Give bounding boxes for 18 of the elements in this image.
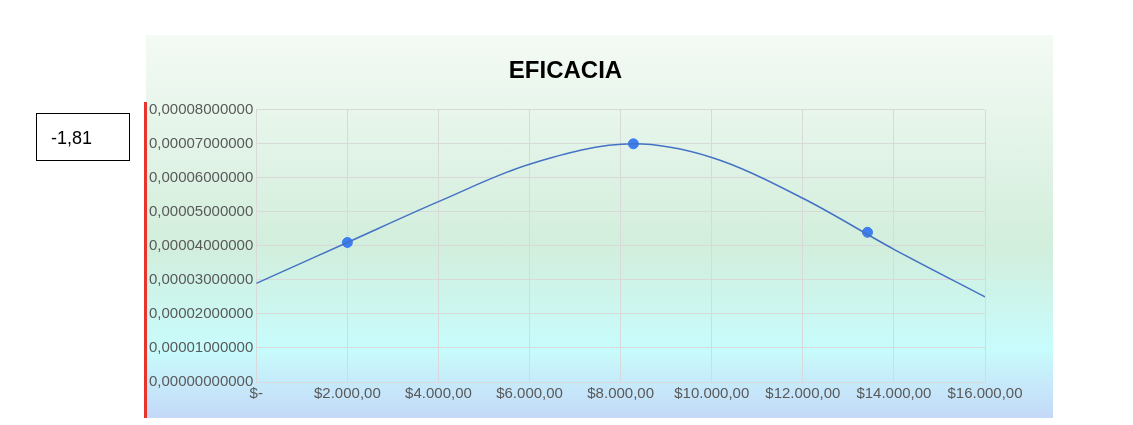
x-tick-label: $4.000,00 xyxy=(405,384,472,402)
y-tick-label: 0,00007000000 xyxy=(148,133,254,151)
y-tick-label: 0,00001000000 xyxy=(148,338,254,356)
y-tick-label: 0,00006000000 xyxy=(148,167,254,185)
y-tick-label: 0,00004000000 xyxy=(148,236,254,254)
y-tick-label: 0,00008000000 xyxy=(148,99,254,117)
y-tick-label: 0,00005000000 xyxy=(148,202,254,220)
x-tick-label: $2.000,00 xyxy=(314,384,381,402)
x-tick-label: $12.000,00 xyxy=(765,384,841,402)
y-tick-label: 0,00002000000 xyxy=(148,304,254,322)
x-tick-label: $6.000,00 xyxy=(496,384,563,402)
x-tick-label: $14.000,00 xyxy=(856,384,932,402)
x-tick-label: $8.000,00 xyxy=(587,384,654,402)
x-tick-label: $10.000,00 xyxy=(674,384,750,402)
chart-title: EFICACIA xyxy=(508,56,623,84)
y-tick-label: 0,00003000000 xyxy=(148,270,254,288)
text: -1,81 xyxy=(36,113,130,161)
x-tick-label: $16.000,00 xyxy=(947,384,1023,402)
